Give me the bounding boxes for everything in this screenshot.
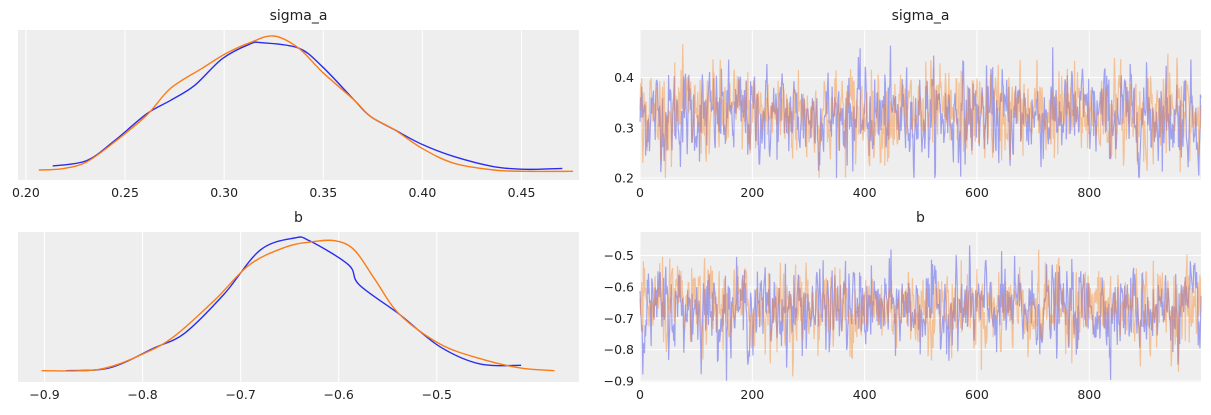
y-tick-label: 0.4 <box>614 70 634 85</box>
density-line-chain-1 <box>38 35 574 173</box>
x-tick-label: 0 <box>636 185 644 200</box>
panel-title: b <box>916 210 925 226</box>
panel-title: sigma_a <box>892 8 950 24</box>
y-tick-label: 0.3 <box>614 120 634 135</box>
panel-sigma_a-trace: 0 200 400 600 800 0.2 0.3 0.4 sigma_a <box>614 8 1202 200</box>
x-tick-label: −0.8 <box>127 387 157 402</box>
x-tick-label: 800 <box>1077 387 1101 402</box>
x-tick-label: 600 <box>965 387 989 402</box>
x-tick-label: 0.20 <box>12 185 40 200</box>
x-tick-label: 0.30 <box>210 185 238 200</box>
trace-line-chain-0 <box>639 245 1202 381</box>
panel-title: b <box>294 210 303 226</box>
y-tick-label: −0.6 <box>604 279 634 294</box>
panel-b-trace: 0 200 400 600 800 −0.5 −0.6 −0.7 −0.8 −0.9 b <box>604 210 1202 402</box>
x-tick-label: 600 <box>965 185 989 200</box>
plot-area <box>18 232 579 382</box>
y-tick-label: −0.7 <box>604 311 634 326</box>
plot-area <box>18 30 579 180</box>
plot-area <box>640 30 1201 180</box>
panel-sigma_a-density: 0.20 0.25 0.30 0.35 0.40 0.45 sigma_a <box>12 8 579 200</box>
x-tick-label: 800 <box>1077 185 1101 200</box>
x-tick-label: 0.35 <box>309 185 337 200</box>
y-tick-label: −0.9 <box>604 374 634 389</box>
trace-line-chain-1 <box>639 44 1202 179</box>
x-tick-label: 200 <box>740 387 764 402</box>
x-tick-label: 400 <box>853 387 877 402</box>
y-tick-label: 0.2 <box>614 170 634 185</box>
x-tick-label: −0.7 <box>225 387 255 402</box>
density-line-chain-1 <box>41 239 555 372</box>
x-tick-label: −0.5 <box>422 387 452 402</box>
x-tick-label: −0.6 <box>324 387 354 402</box>
x-tick-label: 200 <box>740 185 764 200</box>
x-tick-label: 400 <box>853 185 877 200</box>
x-tick-label: −0.9 <box>29 387 59 402</box>
trace-line-chain-1 <box>639 249 1202 377</box>
panel-title: sigma_a <box>270 8 328 24</box>
y-tick-label: −0.5 <box>604 248 634 263</box>
x-tick-label: 0.40 <box>408 185 436 200</box>
plot-area <box>640 232 1201 382</box>
trace-line-chain-0 <box>639 45 1202 179</box>
x-tick-label: 0.25 <box>111 185 139 200</box>
x-tick-label: 0 <box>636 387 644 402</box>
y-tick-label: −0.8 <box>604 342 634 357</box>
x-tick-label: 0.45 <box>508 185 536 200</box>
panel-b-density: −0.9 −0.8 −0.7 −0.6 −0.5 b <box>18 210 579 402</box>
